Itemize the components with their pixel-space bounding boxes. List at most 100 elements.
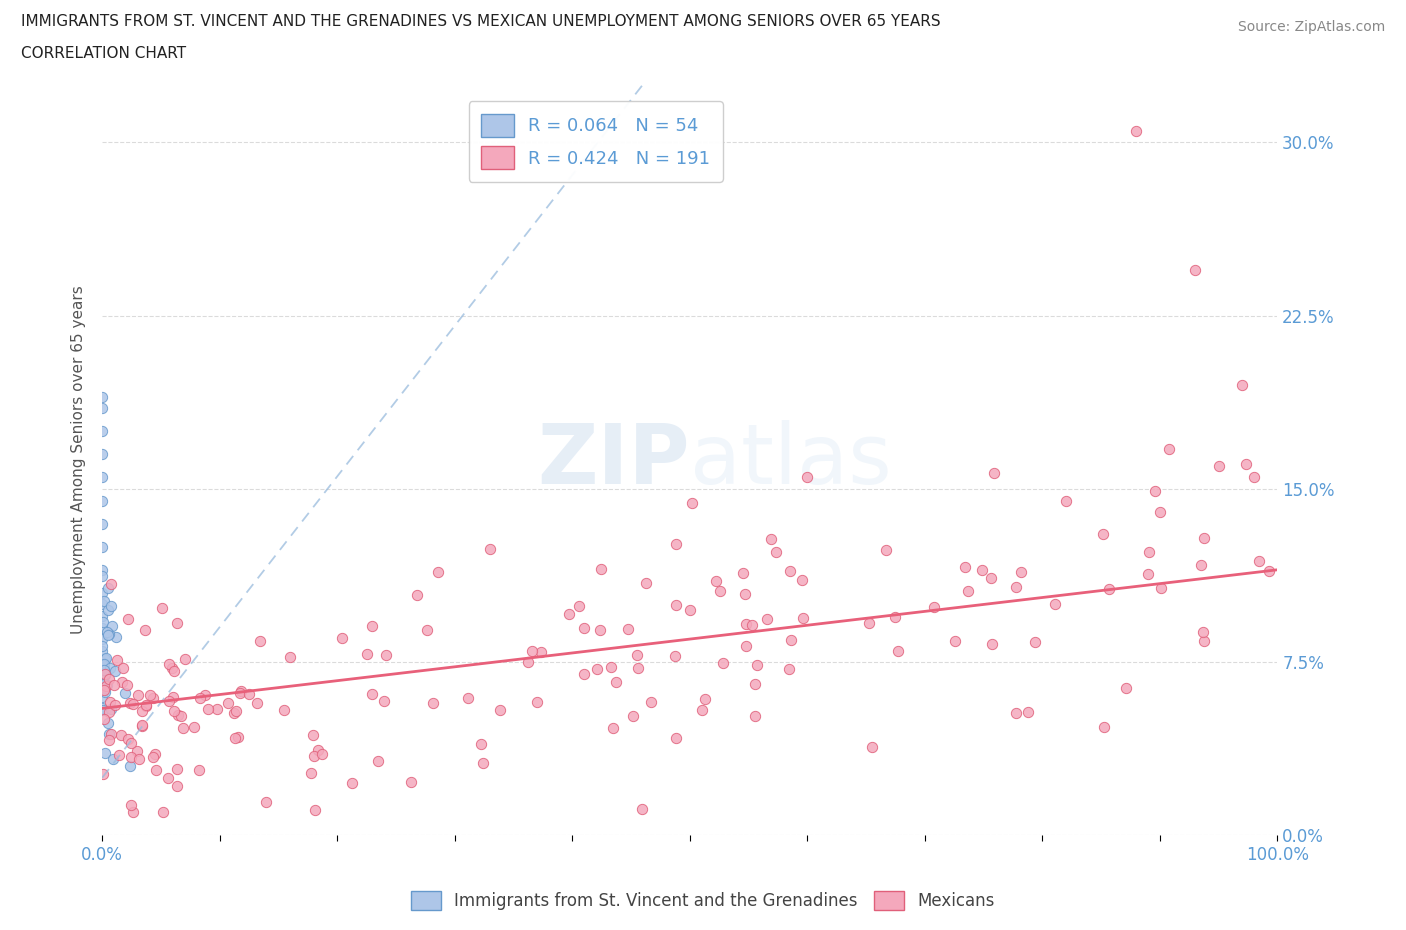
Point xyxy=(1010,565,1032,579)
Point xyxy=(617,622,640,637)
Point xyxy=(152,804,174,819)
Point xyxy=(91,516,114,531)
Point xyxy=(91,658,114,672)
Point xyxy=(1115,681,1137,696)
Point xyxy=(953,559,976,574)
Point xyxy=(91,614,114,629)
Point xyxy=(1092,720,1115,735)
Point xyxy=(361,687,384,702)
Point xyxy=(226,730,249,745)
Point xyxy=(131,718,153,733)
Point xyxy=(187,763,209,777)
Point xyxy=(665,537,688,551)
Point xyxy=(1005,705,1028,720)
Point xyxy=(405,588,427,603)
Point xyxy=(167,708,190,723)
Point xyxy=(101,751,124,766)
Point xyxy=(97,726,120,741)
Point xyxy=(600,660,623,675)
Point xyxy=(479,541,502,556)
Point xyxy=(127,687,149,702)
Point xyxy=(957,584,980,599)
Point xyxy=(273,703,295,718)
Point xyxy=(679,603,702,618)
Point xyxy=(778,662,800,677)
Point xyxy=(91,766,114,781)
Point xyxy=(792,572,814,587)
Point xyxy=(1043,597,1066,612)
Point xyxy=(1258,564,1281,578)
Point xyxy=(249,634,271,649)
Point xyxy=(457,691,479,706)
Point xyxy=(1243,470,1265,485)
Point xyxy=(330,631,353,645)
Point xyxy=(162,689,184,704)
Point xyxy=(1092,526,1115,541)
Point xyxy=(665,730,688,745)
Point xyxy=(111,674,134,689)
Point xyxy=(117,731,139,746)
Point xyxy=(97,716,120,731)
Point xyxy=(664,648,686,663)
Point xyxy=(943,633,966,648)
Point xyxy=(731,565,754,580)
Point xyxy=(93,746,115,761)
Point xyxy=(222,706,245,721)
Point xyxy=(131,704,153,719)
Point xyxy=(340,775,363,790)
Point xyxy=(356,646,378,661)
Point xyxy=(1004,579,1026,594)
Point xyxy=(860,739,883,754)
Point xyxy=(166,778,188,793)
Point xyxy=(108,747,131,762)
Point xyxy=(121,804,143,819)
Point xyxy=(589,622,612,637)
Point xyxy=(96,678,118,693)
Point xyxy=(747,658,769,672)
Point xyxy=(427,565,450,579)
Point xyxy=(100,599,122,614)
Point xyxy=(530,644,553,659)
Point xyxy=(91,563,114,578)
Point xyxy=(125,744,148,759)
Point xyxy=(572,667,595,682)
Point xyxy=(741,618,763,632)
Point xyxy=(792,610,814,625)
Point xyxy=(693,692,716,707)
Point xyxy=(114,686,136,701)
Point xyxy=(120,750,142,764)
Point xyxy=(875,543,897,558)
Point xyxy=(238,687,260,702)
Point xyxy=(91,568,114,583)
Point xyxy=(207,701,229,716)
Point xyxy=(229,684,252,698)
Point xyxy=(1159,441,1181,456)
Point xyxy=(744,677,766,692)
Point xyxy=(1139,545,1161,560)
Point xyxy=(174,652,197,667)
Point xyxy=(134,623,156,638)
Point xyxy=(91,678,114,693)
Point xyxy=(91,689,114,704)
Point xyxy=(96,625,118,640)
Point xyxy=(91,608,114,623)
Point xyxy=(627,661,650,676)
Point xyxy=(100,618,122,633)
Point xyxy=(602,721,624,736)
Point xyxy=(640,695,662,710)
Point xyxy=(139,688,162,703)
Point xyxy=(103,677,125,692)
Point xyxy=(1189,558,1212,573)
Point xyxy=(111,660,134,675)
Point xyxy=(1184,262,1206,277)
Point xyxy=(422,696,444,711)
Point xyxy=(91,597,114,612)
Point xyxy=(107,653,129,668)
Point xyxy=(1247,553,1270,568)
Point xyxy=(93,657,115,671)
Point xyxy=(98,626,121,641)
Point xyxy=(922,599,945,614)
Point xyxy=(120,759,142,774)
Point xyxy=(93,683,115,698)
Point xyxy=(1234,457,1257,472)
